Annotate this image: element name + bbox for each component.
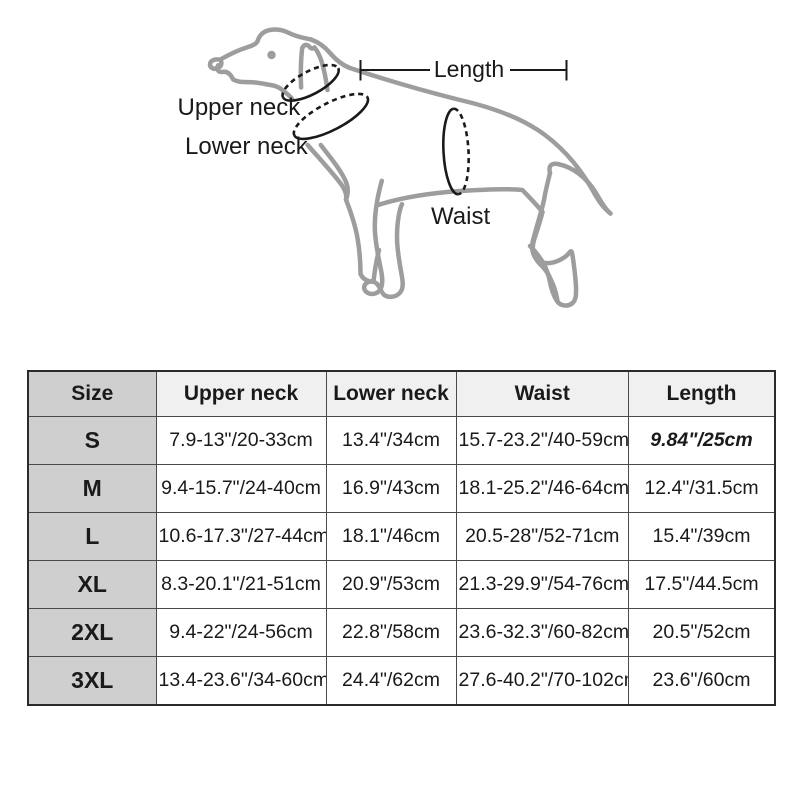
- svg-text:Lower neck: Lower neck: [185, 133, 309, 160]
- svg-text:Length: Length: [434, 56, 504, 82]
- svg-text:Waist: Waist: [431, 203, 490, 230]
